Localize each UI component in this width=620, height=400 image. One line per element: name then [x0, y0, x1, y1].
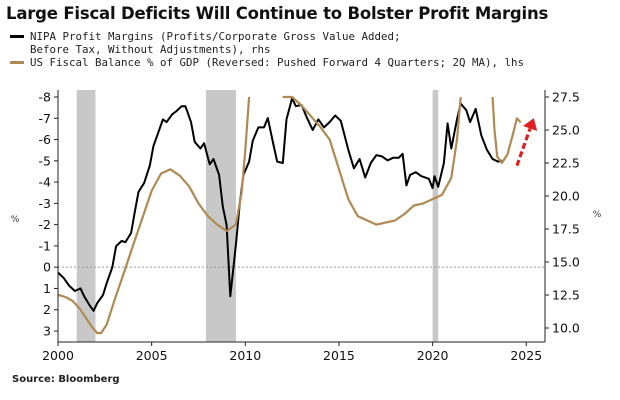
shaded-period-2: [205, 90, 236, 342]
source-note: Source: Bloomberg: [12, 374, 120, 385]
left-tick-label: -1: [39, 238, 51, 253]
left-tick-label: -5: [39, 153, 51, 168]
legend-swatch-black: [10, 35, 24, 38]
left-tick-label: 2: [43, 302, 51, 317]
x-tick-label: 2000: [42, 348, 74, 363]
left-tick-label: -3: [39, 196, 51, 211]
trend-arrow-annotation: [515, 118, 538, 167]
left-tick-label: -2: [39, 217, 51, 232]
left-tick-label: -7: [39, 111, 51, 126]
legend-label-profit-margins-line1: NIPA Profit Margins (Profits/Corporate G…: [30, 30, 401, 43]
fiscal-balance-line-2: [58, 96, 251, 335]
left-tick-label: 0: [43, 260, 51, 275]
right-axis-unit: %: [593, 210, 602, 220]
right-tick-label: 12.5: [552, 288, 580, 303]
fiscal-balance-line-3: [282, 95, 462, 226]
shaded-period-1: [76, 90, 96, 342]
chart-title: Large Fiscal Deficits Will Continue to B…: [6, 4, 549, 23]
trend-arrow-shaft: [515, 127, 532, 167]
legend: NIPA Profit Margins (Profits/Corporate G…: [10, 30, 524, 69]
right-tick-label: 27.5: [552, 90, 580, 105]
left-tick-label: -6: [39, 132, 52, 147]
legend-label-profit-margins-line2: Before Tax, Without Adjustments), rhs: [30, 43, 271, 56]
axes: -8 -7 -6 -5 -4 -3 -2 -1 0 1 2 3% 27.5 25.0 22.5 20.0 17.…: [11, 90, 602, 364]
shaded-period-3: [432, 90, 439, 342]
right-tick-label: 15.0: [552, 255, 580, 270]
legend-swatch-gold: [10, 61, 24, 64]
x-tick-label: 2010: [229, 348, 261, 363]
left-tick-label: -8: [39, 90, 52, 105]
profit-margin-line-1: [58, 97, 503, 312]
left-tick-label: 1: [43, 281, 51, 296]
right-tick-label: 20.0: [552, 189, 580, 204]
recession-shading: [76, 90, 439, 342]
legend-entry-profit-margins: NIPA Profit Margins (Profits/Corporate G…: [10, 30, 524, 43]
right-tick-label: 10.0: [552, 321, 580, 336]
right-tick-label: 22.5: [552, 156, 580, 171]
legend-label-fiscal-balance: US Fiscal Balance % of GDP (Reversed: Pu…: [30, 56, 525, 69]
x-tick-label: 2025: [510, 348, 542, 363]
right-tick-label: 17.5: [552, 222, 580, 237]
left-tick-label: 3: [43, 324, 51, 339]
x-tick-label: 2020: [417, 348, 449, 363]
trend-arrow-head: [523, 118, 538, 131]
right-tick-label: 25.0: [552, 123, 580, 138]
x-tick-label: 2005: [136, 348, 168, 363]
series-lines: [58, 95, 522, 335]
fiscal-balance-line-4: [491, 96, 522, 164]
legend-entry-fiscal-balance: US Fiscal Balance % of GDP (Reversed: Pu…: [10, 56, 524, 69]
x-tick-label: 2015: [323, 348, 355, 363]
left-tick-label: -4: [39, 175, 52, 190]
left-axis-unit: %: [11, 215, 20, 225]
